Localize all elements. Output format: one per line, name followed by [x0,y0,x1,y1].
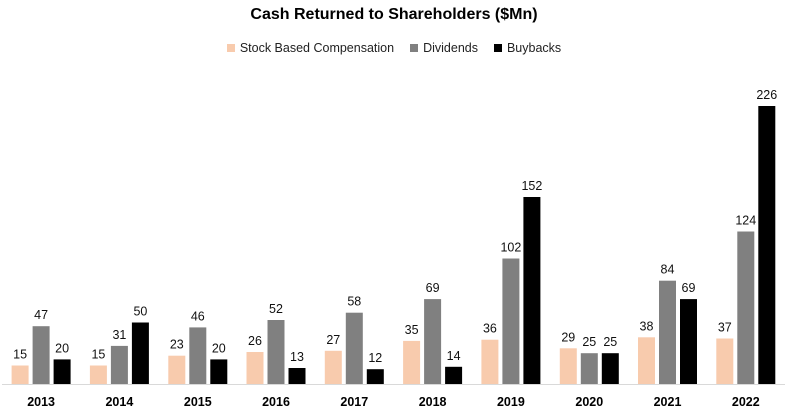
data-label-buybacks-2021: 69 [682,281,696,295]
bar-sbc-2020 [559,348,577,384]
bar-sbc-2014 [89,365,107,384]
legend-item-dividends: Dividends [410,41,478,55]
data-label-buybacks-2016: 13 [290,350,304,364]
data-label-dividends-2015: 46 [191,309,205,323]
legend-label-dividends: Dividends [423,41,478,55]
bar-buybacks-2020 [601,353,619,384]
data-label-buybacks-2020: 25 [603,335,617,349]
x-tick-label-2014: 2014 [105,395,133,409]
data-label-dividends-2016: 52 [269,302,283,316]
bar-sbc-2022 [716,338,734,384]
data-label-sbc-2017: 27 [326,333,340,347]
bar-dividends-2017 [345,312,363,384]
bar-dividends-2020 [580,353,598,384]
bar-dividends-2015 [189,327,207,384]
bar-buybacks-2018 [445,366,463,384]
legend: Stock Based Compensation Dividends Buyba… [0,41,788,55]
data-label-sbc-2014: 15 [91,348,105,362]
x-tick-label-2021: 2021 [654,395,682,409]
chart-title: Cash Returned to Shareholders ($Mn) [250,6,538,23]
bar-sbc-2015 [168,355,186,384]
data-label-dividends-2017: 58 [347,295,361,309]
x-tick-label-2013: 2013 [27,395,55,409]
bar-sbc-2016 [246,352,264,384]
x-tick-label-2015: 2015 [184,395,212,409]
bar-sbc-2021 [638,337,655,384]
data-label-sbc-2020: 29 [561,330,575,344]
bar-buybacks-2021 [680,299,697,384]
data-label-sbc-2021: 38 [640,319,654,333]
data-label-dividends-2021: 84 [661,263,675,277]
bar-buybacks-2016 [288,368,306,384]
data-label-sbc-2016: 26 [248,334,262,348]
bar-dividends-2021 [659,280,676,384]
data-label-sbc-2018: 35 [405,323,419,337]
bar-dividends-2022 [737,231,755,384]
data-label-dividends-2022: 124 [735,214,756,228]
data-label-buybacks-2015: 20 [212,341,226,355]
bar-buybacks-2015 [210,359,228,384]
x-tick-label-2017: 2017 [340,395,368,409]
bar-dividends-2014 [110,345,128,384]
data-label-buybacks-2018: 14 [447,349,461,363]
bar-buybacks-2019 [523,197,541,384]
x-tick-label-2019: 2019 [497,395,525,409]
bar-sbc-2018 [403,340,421,384]
data-label-sbc-2019: 36 [483,322,497,336]
bar-buybacks-2017 [366,369,384,384]
data-label-dividends-2014: 31 [112,328,126,342]
data-label-buybacks-2019: 152 [521,179,542,193]
data-label-buybacks-2017: 12 [368,351,382,365]
legend-label-sbc: Stock Based Compensation [239,41,395,55]
bar-buybacks-2014 [131,322,149,384]
data-label-dividends-2018: 69 [426,281,440,295]
legend-swatch-sbc [226,44,235,52]
legend-swatch-buybacks [493,44,502,52]
data-label-sbc-2022: 37 [718,321,732,335]
bar-sbc-2013 [11,365,29,384]
bar-dividends-2013 [32,326,50,384]
bar-dividends-2019 [502,258,520,384]
bar-dividends-2018 [424,299,442,384]
legend-item-buybacks: Buybacks [493,41,562,55]
bar-buybacks-2022 [758,106,776,384]
data-label-dividends-2013: 47 [34,308,48,322]
x-tick-label-2016: 2016 [262,395,290,409]
data-label-dividends-2019: 102 [500,241,521,255]
x-tick-label-2018: 2018 [419,395,447,409]
legend-label-buybacks: Buybacks [506,41,562,55]
bar-sbc-2019 [481,339,499,384]
bar-sbc-2017 [324,350,342,384]
data-label-dividends-2020: 25 [582,335,596,349]
data-label-sbc-2015: 23 [170,338,184,352]
data-label-buybacks-2013: 20 [55,341,69,355]
data-label-buybacks-2014: 50 [133,305,147,319]
data-label-buybacks-2022: 226 [756,88,777,102]
x-tick-label-2020: 2020 [575,395,603,409]
legend-item-sbc: Stock Based Compensation [226,41,395,55]
x-tick-label-2022: 2022 [732,395,760,409]
legend-swatch-dividends [410,44,419,52]
bar-dividends-2016 [267,320,285,384]
data-label-sbc-2013: 15 [13,348,27,362]
bar-buybacks-2013 [53,359,71,384]
